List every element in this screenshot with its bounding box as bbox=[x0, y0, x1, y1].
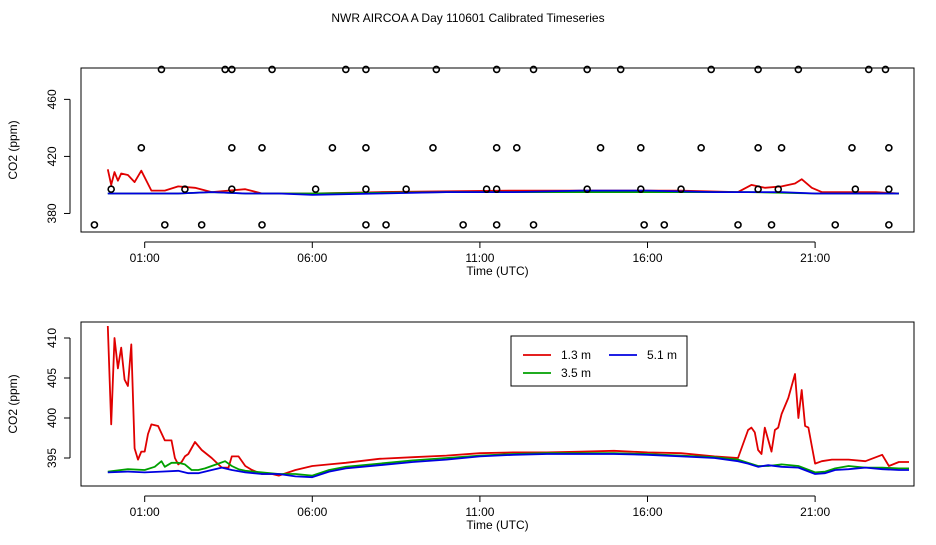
y-tick-label: 405 bbox=[45, 368, 59, 388]
calibration-point bbox=[492, 185, 501, 194]
calibration-point bbox=[697, 144, 705, 152]
legend-label: 5.1 m bbox=[647, 348, 677, 362]
calibration-point bbox=[362, 144, 370, 152]
calibration-point bbox=[311, 185, 320, 194]
x-tick-label: 21:00 bbox=[800, 251, 830, 265]
chart-title: NWR AIRCOA A Day 110601 Calibrated Times… bbox=[331, 11, 604, 25]
calibration-point bbox=[432, 65, 441, 74]
calibration-point bbox=[362, 185, 370, 194]
series-line-1-3-m bbox=[106, 169, 899, 195]
x-tick-label: 16:00 bbox=[632, 505, 662, 519]
x-tick-label: 06:00 bbox=[297, 505, 327, 519]
calibration-point bbox=[268, 65, 276, 74]
calibration-point bbox=[221, 65, 229, 74]
calibration-point bbox=[228, 65, 236, 74]
x-axis-label: Time (UTC) bbox=[466, 518, 528, 532]
calibration-point bbox=[767, 221, 776, 229]
calibration-point bbox=[754, 144, 762, 152]
calibration-point bbox=[512, 144, 521, 152]
calibration-point bbox=[107, 185, 115, 194]
calibration-point bbox=[529, 65, 538, 74]
x-tick-label: 11:00 bbox=[465, 251, 494, 265]
x-tick-label: 16:00 bbox=[632, 251, 662, 265]
calibration-point bbox=[482, 185, 491, 194]
series-line-5-1-m bbox=[107, 189, 899, 196]
calibration-point bbox=[362, 65, 370, 74]
legend: 1.3 m 3.5 m 5.1 m bbox=[510, 335, 688, 387]
calibration-point bbox=[734, 221, 742, 229]
calibration-point bbox=[885, 221, 893, 229]
y-axis-label: CO2 (ppm) bbox=[6, 120, 20, 179]
calibration-point bbox=[402, 185, 410, 194]
calibration-point bbox=[258, 221, 266, 229]
calibration-point bbox=[777, 144, 786, 152]
calibration-point bbox=[707, 65, 715, 74]
plot-frame bbox=[80, 321, 915, 487]
calibration-point bbox=[137, 144, 146, 152]
calibration-point bbox=[831, 221, 840, 229]
calibration-point bbox=[181, 185, 189, 194]
x-tick-label: 21:00 bbox=[800, 505, 830, 519]
y-tick-label: 380 bbox=[45, 203, 59, 223]
calibration-point bbox=[885, 185, 893, 194]
calibration-point bbox=[848, 144, 856, 152]
calibration-point bbox=[197, 221, 206, 229]
calibration-point bbox=[492, 144, 501, 152]
calibration-point bbox=[90, 221, 99, 229]
x-tick-label: 01:00 bbox=[130, 251, 160, 265]
calibration-point bbox=[885, 144, 893, 152]
calibration-point bbox=[328, 144, 337, 152]
calibration-point bbox=[637, 144, 645, 152]
calibration-point bbox=[583, 65, 591, 74]
calibration-point bbox=[529, 221, 538, 229]
calibration-point bbox=[362, 221, 370, 229]
calibration-point bbox=[492, 65, 501, 74]
calibration-point bbox=[583, 185, 591, 194]
calibration-point bbox=[851, 185, 860, 194]
calibration-point bbox=[596, 144, 605, 152]
legend-label: 1.3 m bbox=[561, 348, 591, 362]
calibration-point bbox=[161, 221, 169, 229]
calibration-point bbox=[754, 65, 762, 74]
y-tick-label: 420 bbox=[45, 146, 59, 166]
calibration-point bbox=[258, 144, 266, 152]
calibration-point bbox=[459, 221, 467, 229]
x-tick-label: 11:00 bbox=[465, 505, 494, 519]
calibration-point bbox=[228, 185, 236, 194]
co2-timeseries-panel: 01:00 06:00 11:00 16:00 21:00 Time (UTC) 395 40… bbox=[6, 321, 915, 532]
series-line-1-3-m bbox=[106, 325, 909, 477]
calibration-point bbox=[774, 185, 783, 194]
calibration-point bbox=[794, 65, 803, 74]
co2-calibration-panel: 01:00 06:00 11:00 16:00 21:00 Time (UTC) 380 42… bbox=[6, 65, 915, 278]
calibration-point bbox=[382, 221, 390, 229]
calibration-point bbox=[754, 185, 762, 194]
series-line-3-5-m bbox=[107, 452, 909, 477]
x-tick-label: 01:00 bbox=[130, 505, 160, 519]
calibration-point bbox=[864, 65, 873, 74]
calibration-point bbox=[342, 65, 350, 74]
calibration-point bbox=[228, 144, 236, 152]
y-tick-label: 400 bbox=[45, 408, 59, 428]
calibration-point bbox=[492, 221, 501, 229]
plot-frame bbox=[80, 67, 915, 233]
series-line-5-1-m bbox=[107, 453, 909, 479]
y-axis-label: CO2 (ppm) bbox=[6, 374, 20, 433]
calibration-point bbox=[637, 185, 645, 194]
x-tick-label: 06:00 bbox=[297, 251, 327, 265]
calibration-point bbox=[157, 65, 166, 74]
calibration-point bbox=[616, 65, 625, 74]
legend-box bbox=[510, 335, 688, 387]
calibration-point bbox=[881, 65, 890, 74]
calibration-point bbox=[677, 185, 685, 194]
calibration-point bbox=[640, 221, 648, 229]
y-tick-label: 460 bbox=[45, 89, 59, 109]
y-tick-label: 410 bbox=[45, 328, 59, 348]
legend-label: 3.5 m bbox=[561, 366, 591, 380]
y-tick-label: 395 bbox=[45, 448, 59, 468]
x-axis-label: Time (UTC) bbox=[466, 264, 528, 278]
calibration-point bbox=[660, 221, 669, 229]
calibration-point bbox=[429, 144, 437, 152]
